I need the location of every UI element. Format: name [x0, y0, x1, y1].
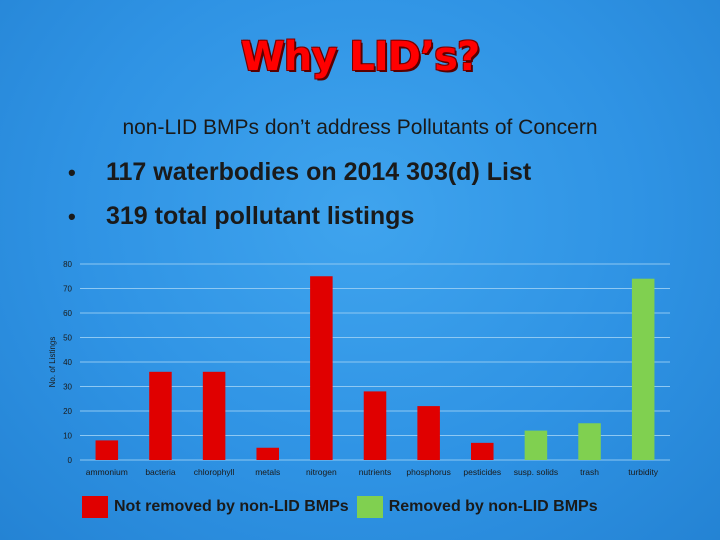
x-tick-label: turbidity	[628, 467, 659, 477]
bar-pesticides	[471, 442, 494, 460]
x-tick-label: nitrogen	[306, 467, 337, 477]
bar-metals	[256, 447, 279, 460]
bar-bacteria	[149, 371, 172, 460]
x-tick-label: bacteria	[145, 467, 176, 477]
bar-chart: 0 10 20 30 40 50 60 70 80 No. of Listings ammonium…	[48, 260, 670, 477]
bar-turbidity	[631, 278, 655, 460]
x-tick-label: metals	[255, 467, 280, 477]
bar-susp-solids	[524, 430, 548, 460]
slide-title: Why LID’s?	[240, 34, 480, 80]
bullet-list: • 117 waterbodies on 2014 303(d) List • 31…	[68, 154, 531, 242]
y-tick-label: 40	[63, 358, 72, 367]
bar-phosphorus	[417, 406, 440, 460]
y-tick-label: 50	[63, 334, 72, 343]
y-tick-label: 0	[68, 456, 73, 465]
y-tick-label: 60	[63, 309, 72, 318]
bullet-text: 117 waterbodies on 2014 303(d) List	[106, 158, 532, 186]
x-tick-label: chlorophyll	[194, 467, 235, 477]
legend-entry-removed: Removed by non-LID BMPs	[356, 496, 598, 518]
bullet-item: • 319 total pollutant listings	[68, 198, 531, 242]
x-tick-label: trash	[580, 467, 599, 477]
x-tick-label: susp. solids	[514, 467, 558, 477]
y-tick-label: 20	[63, 407, 72, 416]
legend-label-removed: Removed by non-LID BMPs	[388, 498, 598, 515]
x-tick-label: ammonium	[86, 467, 128, 477]
bar-ammonium	[95, 440, 119, 460]
slide-subtitle: non-LID BMPs don’t address Pollutants of…	[122, 116, 598, 139]
y-tick-label: 70	[63, 285, 72, 294]
bullet-marker: •	[68, 204, 76, 229]
y-tick-label: 80	[63, 260, 72, 269]
chart-legend: Not removed by non-LID BMPs Removed by n…	[82, 495, 598, 519]
y-tick-label: 30	[63, 383, 72, 392]
bar-chlorophyll	[202, 371, 226, 460]
x-tick-label: pesticides	[463, 467, 501, 477]
x-tick-label: phosphorus	[406, 467, 450, 477]
legend-swatch-removed	[356, 496, 383, 518]
bar-nitrogen	[310, 276, 333, 460]
legend-swatch-not-removed	[82, 496, 108, 518]
x-tick-label: nutrients	[359, 467, 392, 477]
y-axis-label: No. of Listings	[48, 337, 57, 388]
bar-nutrients	[363, 391, 387, 460]
legend-entry-not-removed: Not removed by non-LID BMPs	[82, 496, 349, 518]
bullet-marker: •	[68, 160, 76, 185]
bullet-text: 319 total pollutant listings	[106, 202, 415, 230]
y-tick-label: 10	[63, 432, 72, 441]
bar-trash	[578, 423, 601, 460]
legend-label-not-removed: Not removed by non-LID BMPs	[114, 498, 349, 515]
bullet-item: • 117 waterbodies on 2014 303(d) List	[68, 154, 531, 198]
